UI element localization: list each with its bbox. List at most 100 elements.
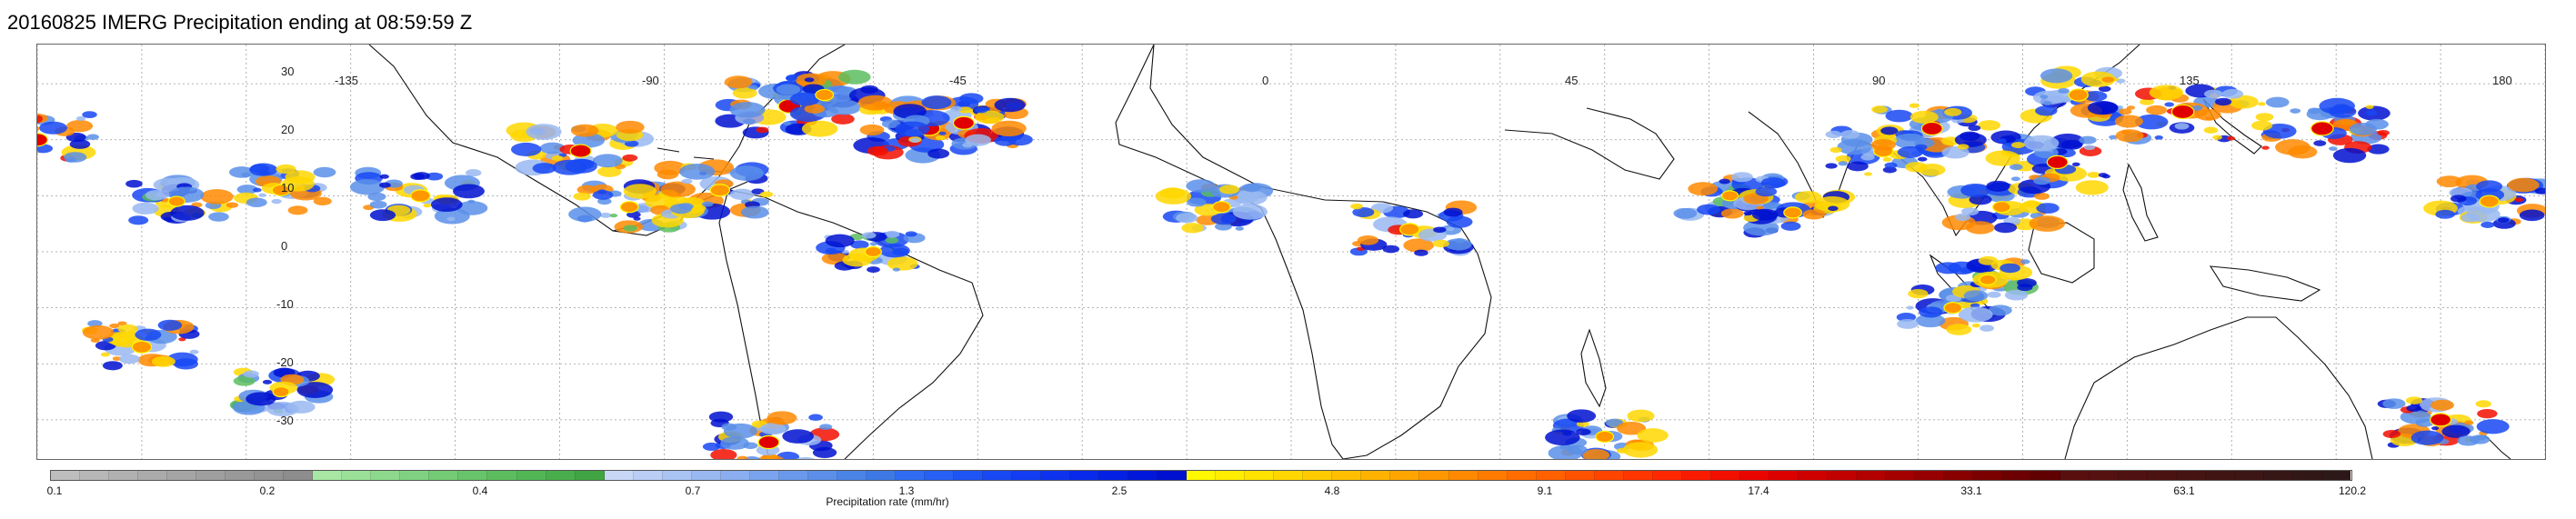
rain-cell: [1897, 318, 1919, 329]
rain-cell: [226, 202, 239, 208]
rain-cell: [1743, 211, 1753, 216]
rain-cell: [729, 102, 766, 118]
rain-cell: [801, 120, 838, 137]
rain-cell: [1382, 245, 1400, 254]
rain-cell: [1908, 288, 1929, 299]
rain-cell: [701, 201, 714, 207]
rain-cell: [812, 446, 837, 458]
rain-cell: [413, 172, 430, 180]
colorbar-segment: [2148, 471, 2178, 480]
rain-cell: [1960, 131, 1980, 141]
rain-cell: [2415, 418, 2434, 427]
rain-cell: [2365, 105, 2374, 109]
colorbar-segment: [342, 471, 372, 480]
rain-cell: [1187, 197, 1207, 207]
rain-cell: [796, 456, 816, 459]
rain-cell: [37, 114, 43, 124]
rain-cell: [895, 121, 930, 137]
rain-cell: [623, 184, 657, 199]
rain-cell: [729, 165, 764, 182]
rain-cell: [2477, 408, 2498, 419]
rain-cell: [2149, 85, 2184, 101]
colorbar-segment: [1390, 471, 1420, 480]
rain-cell: [776, 84, 801, 95]
rain-cell: [599, 212, 612, 218]
rain-cell: [1935, 262, 1961, 274]
rain-cell: [1814, 195, 1850, 213]
rain-cell: [831, 114, 855, 125]
rain-cell: [1882, 157, 1892, 162]
rain-cell: [1860, 154, 1875, 161]
colorbar-segment: [313, 471, 343, 480]
rain-cell: [965, 134, 991, 146]
rain-cell: [2382, 429, 2401, 438]
rain-cell: [2255, 113, 2274, 122]
lat-label-30: 30: [281, 65, 295, 78]
rain-cell: [2377, 129, 2390, 136]
colorbar-segment: [1565, 471, 1595, 480]
rain-cell: [1998, 138, 2007, 144]
precipitation-layer: [37, 65, 2545, 459]
australia-outline: [2064, 316, 2373, 459]
colorbar-segment: [1041, 471, 1071, 480]
rain-cell: [570, 124, 599, 137]
colorbar-segment: [2090, 471, 2120, 480]
colorbar-segment: [1710, 471, 1740, 480]
rain-cell: [1186, 179, 1216, 193]
rain-cell: [657, 169, 679, 180]
rain-cell: [369, 200, 387, 209]
rain-cell: [118, 354, 140, 364]
colorbar-tick-0.4: 0.4: [472, 484, 488, 497]
storm-core: [1992, 201, 2011, 214]
rain-cell: [1963, 290, 1989, 302]
storm-core: [864, 245, 882, 258]
rain-cell: [2004, 289, 2029, 301]
rain-cell: [87, 320, 103, 327]
lon-label-180: 180: [2492, 74, 2512, 87]
rain-cell: [2033, 176, 2050, 185]
colorbar-segment: [1944, 471, 1974, 480]
colorbar-segment: [749, 471, 779, 480]
rain-cell: [2450, 195, 2467, 203]
rain-cell: [1880, 126, 1899, 135]
rain-cell: [921, 95, 952, 110]
rain-cell: [2349, 122, 2378, 135]
rain-cell: [2258, 102, 2266, 106]
colorbar-tick-33.1: 33.1: [1960, 484, 1982, 497]
colorbar-segment: [255, 471, 285, 480]
rain-cell: [2174, 123, 2190, 130]
rain-cell: [243, 370, 259, 378]
rain-cell: [597, 197, 612, 205]
rain-cell: [1433, 226, 1447, 234]
philippines-outline: [2122, 163, 2159, 242]
rain-cell: [1673, 207, 1698, 219]
rain-cell: [622, 154, 638, 162]
colorbar-tick-0.7: 0.7: [685, 484, 701, 497]
rain-cell: [1357, 235, 1379, 245]
lon-label-135: 135: [2180, 74, 2200, 87]
rain-cell: [1961, 207, 1980, 216]
rain-cell: [1720, 208, 1744, 219]
rain-cell: [1864, 172, 1872, 176]
rain-cell: [808, 414, 823, 421]
rain-cell: [1915, 314, 1946, 328]
rain-cell: [991, 120, 1027, 136]
rain-cell: [838, 69, 871, 85]
rain-cell: [681, 178, 693, 185]
storm-core: [2430, 413, 2452, 427]
rain-cell: [994, 97, 1026, 113]
colorbar-segment: [924, 471, 954, 480]
rain-cell: [426, 172, 444, 181]
rain-cell: [759, 191, 774, 198]
rain-cell: [2214, 97, 2232, 106]
colorbar-tick-0.1: 0.1: [46, 484, 63, 497]
rain-cell: [2071, 162, 2080, 166]
lon-label-0: 0: [1262, 74, 1269, 87]
rain-cell: [132, 202, 159, 215]
rain-cell: [465, 169, 482, 177]
rain-cell: [1719, 178, 1730, 185]
rain-cell: [109, 323, 120, 329]
colorbar-segment: [2031, 471, 2061, 480]
rain-cell: [2035, 105, 2058, 116]
rain-cell: [879, 244, 910, 258]
